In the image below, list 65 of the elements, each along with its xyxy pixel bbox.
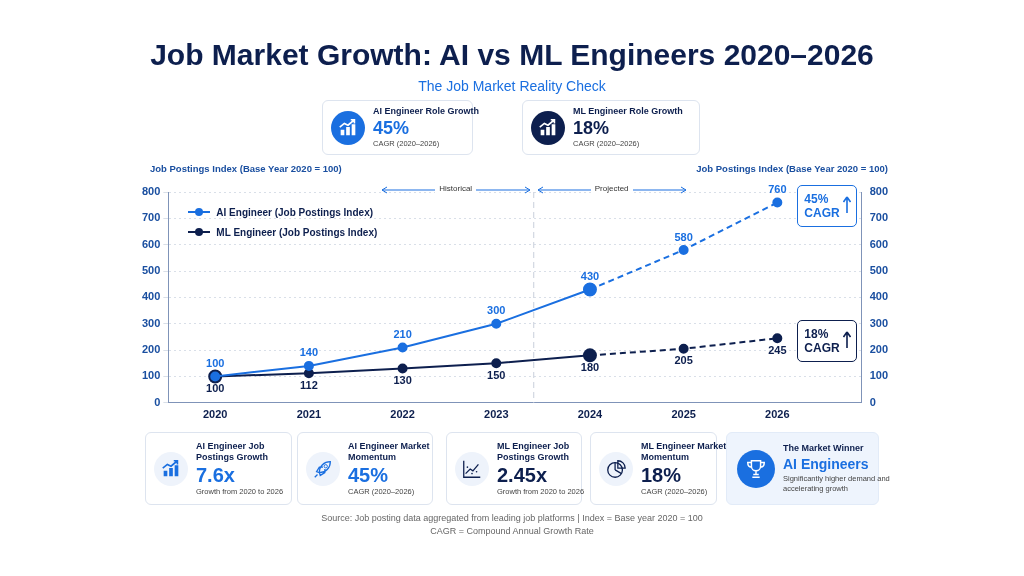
text: AI Engineer Job Postings Growth: [196, 440, 269, 463]
text: ML Engineer Role Growth: [573, 106, 684, 117]
y-tick-label: 300: [141, 316, 161, 329]
annotation: Projected: [590, 184, 633, 193]
data-label: 100: [206, 356, 225, 369]
text: ML Engineer Market Momentum: [641, 440, 728, 463]
data-label: 430: [580, 270, 600, 283]
x-tick-label: 2024: [577, 408, 604, 421]
legend-label: ML Engineer (Job Postings Index): [216, 226, 378, 238]
text: 18%: [641, 462, 683, 487]
x-tick-label: 2021: [296, 408, 322, 421]
y2-tick-label: 600: [869, 237, 889, 250]
data-label: 130: [393, 374, 412, 387]
data-label: 150: [487, 368, 506, 381]
data-label: 300: [487, 304, 506, 317]
text: AI Engineer Role Growth: [373, 106, 480, 117]
chart-subtitle: The Job Market Reality Check: [417, 78, 607, 94]
y-tick-label: 600: [141, 237, 161, 250]
y-axis-title: Job Postings Index (Base Year 2020 = 100): [150, 163, 342, 174]
y-tick-label: 0: [154, 395, 161, 408]
y-tick-label: 800: [141, 185, 161, 198]
data-label: 140: [299, 346, 319, 359]
y2-tick-label: 100: [869, 369, 889, 382]
y2-tick-label: 800: [869, 185, 889, 198]
text: 45%: [348, 462, 390, 487]
data-label: 112: [300, 378, 318, 391]
legend-label: AI Engineer (Job Postings Index): [216, 206, 374, 218]
y2-axis-title: Job Postings Index (Base Year 2020 = 100): [696, 163, 888, 174]
y2-tick-label: 300: [869, 316, 889, 329]
y2-tick-label: 400: [869, 290, 889, 303]
data-label: 580: [674, 230, 693, 243]
text: ML Engineer Job Postings Growth: [497, 440, 571, 463]
text: 7.6x: [196, 462, 236, 487]
y2-tick-label: 200: [869, 343, 889, 356]
y2-tick-label: 700: [869, 211, 889, 224]
y-tick-label: 500: [141, 264, 161, 277]
text: 2.45x: [497, 462, 549, 487]
text: The Market Winner: [783, 443, 865, 454]
data-label: 100: [206, 381, 225, 394]
y2-tick-label: 500: [869, 264, 889, 277]
y2-tick-label: 0: [869, 395, 876, 408]
x-tick-label: 2026: [765, 408, 790, 421]
x-tick-label: 2020: [202, 408, 228, 421]
text: CAGR = Compound Annual Growth Rate: [429, 526, 595, 536]
text: AI Engineer Market Momentum: [348, 440, 431, 463]
y-tick-label: 700: [141, 211, 161, 224]
annotation: Historical: [435, 184, 477, 193]
x-tick-label: 2022: [390, 408, 415, 421]
x-tick-label: 2025: [671, 408, 696, 421]
data-label: 210: [393, 328, 412, 340]
data-label: 760: [768, 183, 787, 196]
annotation: 18% CAGR: [804, 327, 840, 356]
chart-title: Job Market Growth: AI vs ML Engineers 2020–2026: [149, 38, 875, 72]
text: 18%: [573, 117, 611, 139]
y-tick-label: 100: [141, 369, 161, 382]
annotation: 45% CAGR: [804, 191, 840, 220]
data-label: 205: [674, 354, 693, 367]
text: 45%: [373, 117, 411, 139]
data-label: 245: [768, 343, 787, 356]
y-tick-label: 400: [141, 290, 161, 303]
text: AI Engineers: [783, 455, 870, 474]
y-tick-label: 200: [141, 343, 161, 356]
x-tick-label: 2023: [484, 408, 509, 421]
source-note: Source: Job posting data aggregated from leading job platforms | Index = Base year 2020 = 100: [320, 513, 704, 523]
data-label: 180: [580, 360, 600, 373]
